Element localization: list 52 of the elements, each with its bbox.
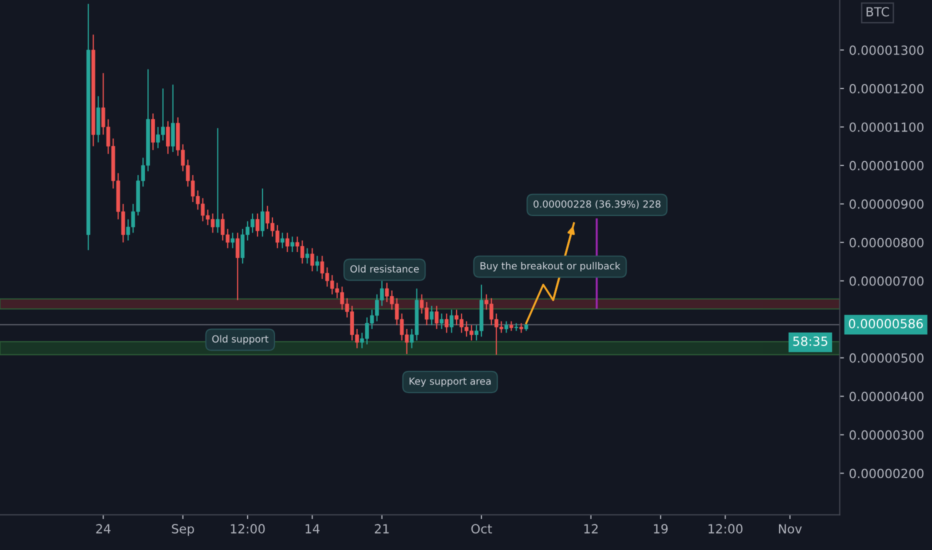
- y-tick-label: 0.00001100: [850, 122, 924, 132]
- y-tick-label: 0.00000800: [850, 238, 924, 248]
- candlestick: [260, 188, 264, 238]
- candlestick: [450, 309, 454, 334]
- y-tick-label: 0.00000500: [850, 353, 924, 363]
- ref-line-label: 0.00000586: [848, 318, 923, 328]
- candlestick: [236, 232, 240, 301]
- y-tick-label: 0.00000700: [850, 276, 924, 286]
- y-tick-label: 0.00001300: [850, 45, 924, 55]
- y-tick-label: 0.00000400: [850, 392, 924, 402]
- x-tick-label: Sep: [172, 524, 194, 536]
- annotation: Buy the breakout or pullback: [480, 262, 620, 272]
- x-tick-label: Nov: [778, 524, 802, 534]
- y-tick-label: 0.00000300: [850, 430, 924, 440]
- text: BTC: [866, 7, 889, 16]
- x-tick-label: 21: [374, 524, 389, 534]
- annotation: Old support: [212, 335, 268, 344]
- candlestick: [216, 128, 220, 234]
- y-tick-label: 0.00001200: [850, 84, 924, 94]
- y-tick-label: 0.00001000: [850, 160, 924, 170]
- candlestick: [509, 320, 514, 332]
- candlestick: [166, 120, 170, 154]
- annotation: Old resistance: [350, 265, 419, 273]
- candlestick: [440, 313, 444, 330]
- x-tick-label: 19: [654, 524, 668, 534]
- candlestick: [285, 232, 290, 253]
- y-tick-label: 0.00000900: [850, 199, 924, 209]
- candlestick: [519, 322, 524, 334]
- x-tick-label: 12: [584, 524, 598, 534]
- candlestick: [430, 305, 434, 326]
- candlestick: [290, 236, 294, 253]
- candlestick: [504, 320, 508, 334]
- candlestick: [305, 248, 310, 264]
- annotation: 0.00000228 (36.39%) 228: [534, 200, 660, 209]
- x-tick-label: 12:00: [230, 524, 265, 534]
- candlestick: [444, 313, 449, 334]
- x-tick-label: 14: [306, 524, 320, 534]
- candlestick: [315, 255, 320, 272]
- candlestick: [171, 84, 175, 153]
- candlestick: [280, 232, 284, 249]
- x-tick-label: 12:00: [708, 524, 742, 534]
- x-tick-label: Oct: [471, 524, 492, 534]
- annotation: 58:35: [793, 336, 828, 346]
- x-tick-label: 24: [96, 524, 111, 534]
- candlestick: [256, 212, 260, 238]
- annotation: Key support area: [410, 378, 491, 387]
- candlestick: [230, 232, 235, 249]
- candlestick: [514, 322, 518, 332]
- candlestick: [310, 248, 314, 272]
- candlestick: [434, 305, 439, 330]
- y-tick-label: 0.00000200: [850, 468, 924, 478]
- candlestick: [151, 112, 155, 151]
